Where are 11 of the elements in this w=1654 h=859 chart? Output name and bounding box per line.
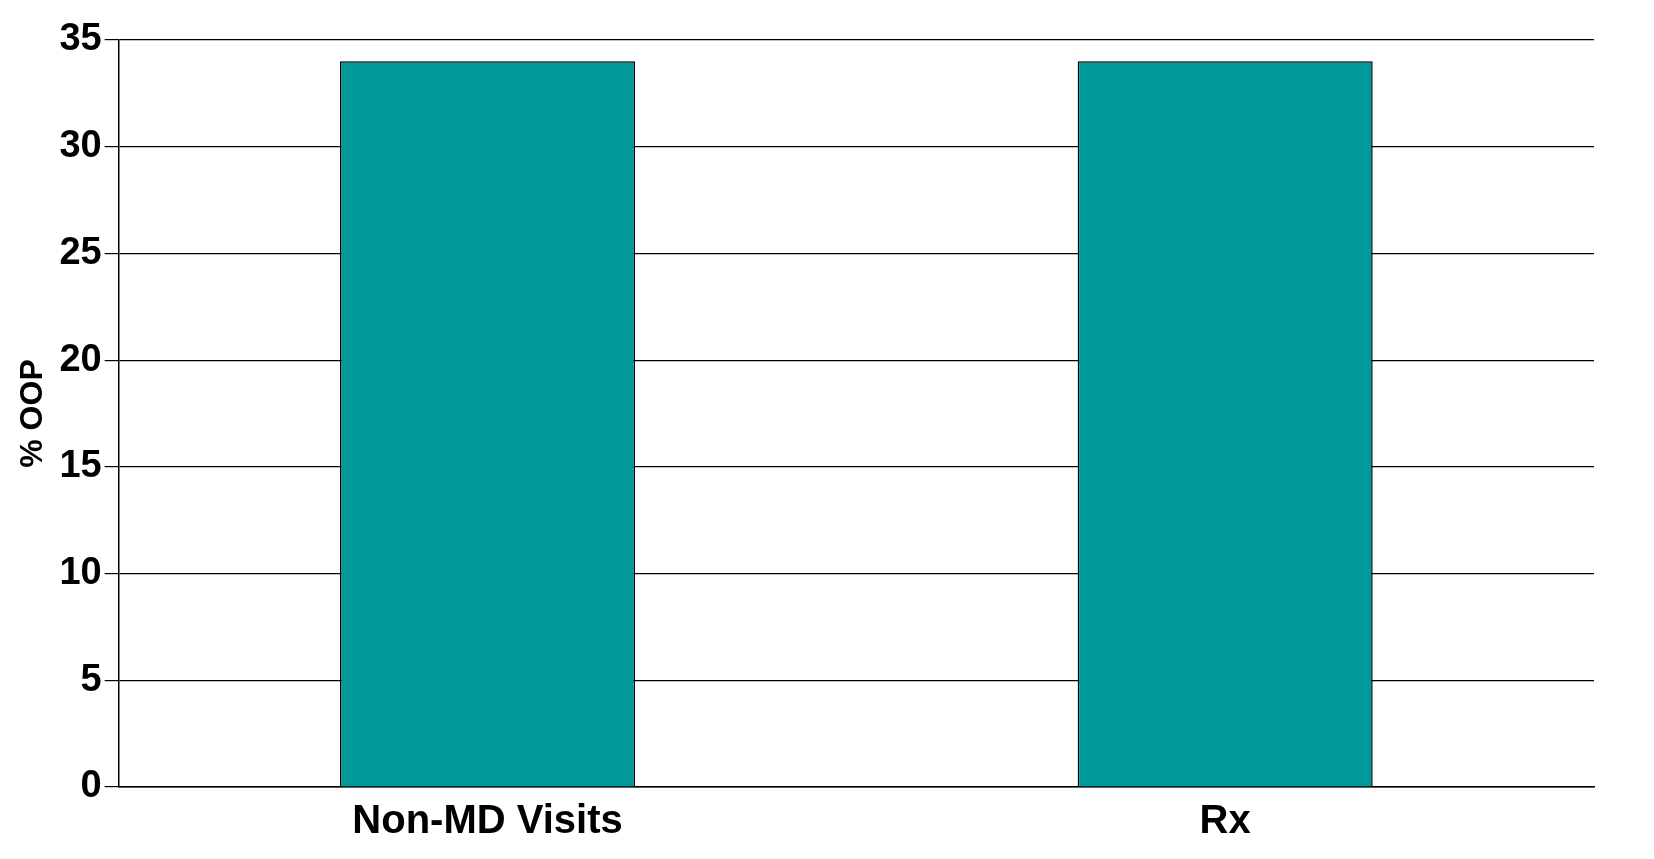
y-tick-label: 5	[80, 656, 102, 699]
y-tick-label: 15	[59, 443, 102, 486]
y-tick-label: 10	[59, 550, 102, 593]
y-tick-label: 0	[80, 763, 102, 806]
y-axis-title: % OOP	[13, 359, 50, 468]
x-tick-label: Non-MD Visits	[352, 797, 623, 842]
y-tick-label: 20	[59, 336, 102, 379]
y-tick-label: 35	[59, 16, 102, 59]
x-tick-label: Rx	[1199, 797, 1251, 842]
y-tick-label: 30	[59, 123, 102, 166]
y-tick-label: 25	[59, 229, 102, 272]
